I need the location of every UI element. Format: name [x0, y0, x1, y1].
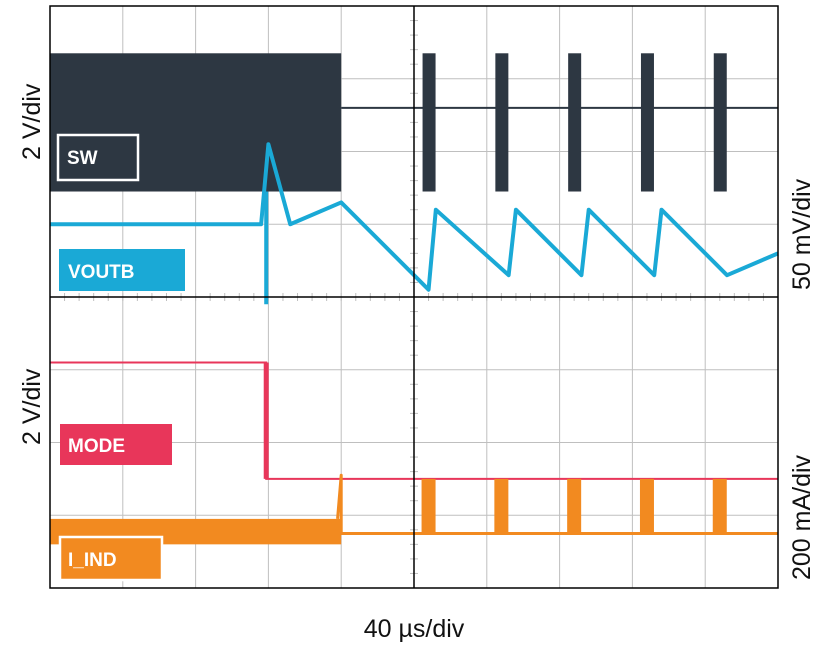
right-top-scale: 50 mV/div — [788, 178, 816, 290]
i-ind-label-text: I_IND — [68, 550, 117, 571]
mode-label-text: MODE — [68, 436, 125, 457]
sw-label-text: SW — [67, 148, 98, 169]
voutb-trace — [50, 142, 779, 292]
i-ind-label: I_IND — [58, 535, 164, 582]
sw-burst — [495, 53, 509, 192]
left-bottom-scale: 2 V/div — [18, 368, 46, 445]
i-ind-pulse — [421, 478, 436, 534]
right-bottom-scale: 200 mA/div — [788, 454, 816, 580]
voutb-label-text: VOUTB — [68, 262, 135, 283]
mode-label: MODE — [60, 424, 172, 465]
sw-burst — [640, 53, 654, 192]
i-ind-pulse — [494, 478, 509, 534]
i-ind-pulse — [712, 478, 727, 534]
trace-layer — [50, 53, 779, 545]
graticule-frame — [49, 5, 779, 589]
sw-bursts — [422, 53, 727, 192]
sw-burst — [568, 53, 582, 192]
sw-burst — [422, 53, 436, 192]
i-ind-pulse — [639, 478, 654, 534]
sw-label: SW — [56, 133, 140, 182]
i-ind-pulses — [421, 478, 727, 534]
sw-burst — [713, 53, 727, 192]
time-scale: 40 µs/div — [364, 615, 465, 643]
left-top-scale: 2 V/div — [18, 83, 46, 160]
i-ind-pulse — [567, 478, 582, 534]
voutb-label: VOUTB — [59, 249, 185, 291]
i-ind-trace — [336, 473, 778, 535]
